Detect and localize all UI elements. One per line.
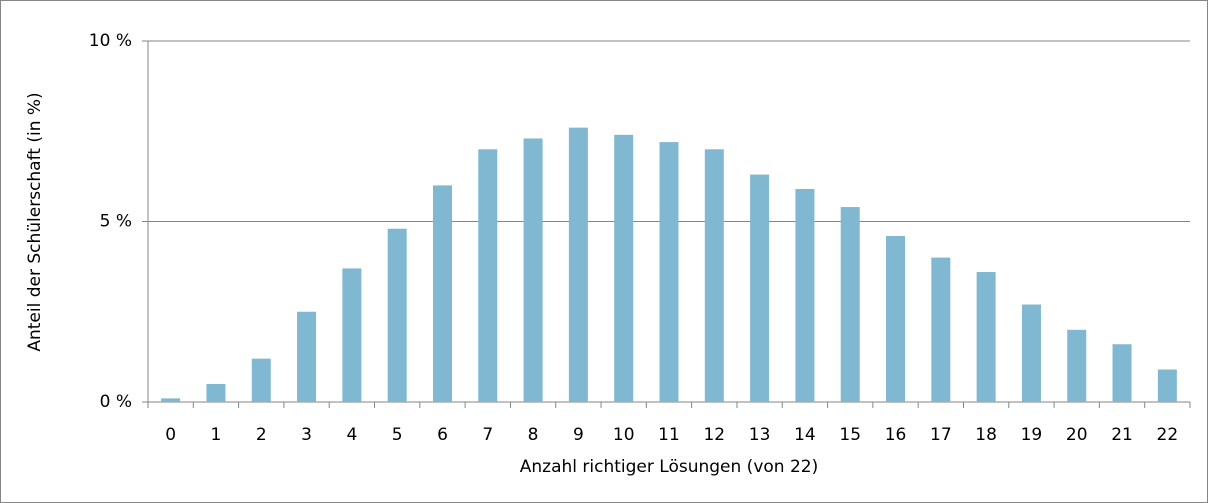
bar — [614, 134, 634, 403]
bar — [297, 311, 317, 402]
x-tick-label: 13 — [749, 425, 771, 445]
x-tick-label: 21 — [1111, 425, 1133, 445]
x-tick-label: 14 — [794, 425, 816, 445]
bar — [251, 358, 271, 402]
x-tick-label: 16 — [885, 425, 907, 445]
x-tick-label: 9 — [573, 425, 584, 445]
x-tick-label: 7 — [482, 425, 493, 445]
x-tick-label: 11 — [658, 425, 680, 445]
bar — [523, 138, 543, 402]
bar — [886, 235, 906, 402]
x-tick-label: 2 — [256, 425, 267, 445]
x-tick-label: 20 — [1066, 425, 1088, 445]
bar — [342, 268, 362, 402]
bar — [931, 257, 951, 402]
x-tick-label: 0 — [165, 425, 176, 445]
y-tick-label: 0 % — [100, 392, 132, 412]
x-axis-title: Anzahl richtiger Lösungen (von 22) — [520, 457, 818, 477]
bar — [206, 383, 226, 402]
x-tick-label: 18 — [975, 425, 997, 445]
x-tick-label: 19 — [1021, 425, 1043, 445]
bar — [976, 272, 996, 402]
x-tick-label: 8 — [528, 425, 539, 445]
bar — [795, 189, 815, 402]
bar — [1157, 369, 1177, 402]
x-tick-label: 22 — [1157, 425, 1179, 445]
bar — [161, 398, 181, 402]
bar — [840, 207, 860, 402]
x-tick-label: 6 — [437, 425, 448, 445]
y-tick-label: 5 % — [100, 212, 132, 232]
x-tick-label: 3 — [301, 425, 312, 445]
bar — [1067, 329, 1087, 402]
bar — [659, 142, 679, 402]
bar — [387, 228, 407, 402]
bar — [704, 149, 724, 402]
bar — [750, 174, 770, 402]
x-tick-label: 4 — [346, 425, 357, 445]
x-tick-label: 15 — [839, 425, 861, 445]
bar — [568, 127, 588, 402]
x-tick-label: 10 — [613, 425, 635, 445]
x-tick-label: 17 — [930, 425, 952, 445]
y-tick-label: 10 % — [89, 31, 132, 51]
x-tick-label: 5 — [392, 425, 403, 445]
bar — [478, 149, 498, 402]
y-axis-title: Anteil der Schülerschaft (in %) — [25, 92, 45, 351]
x-tick-label: 12 — [703, 425, 725, 445]
bar — [1021, 304, 1041, 402]
bar — [432, 185, 452, 402]
x-tick-label: 1 — [211, 425, 222, 445]
bar — [1112, 344, 1132, 402]
